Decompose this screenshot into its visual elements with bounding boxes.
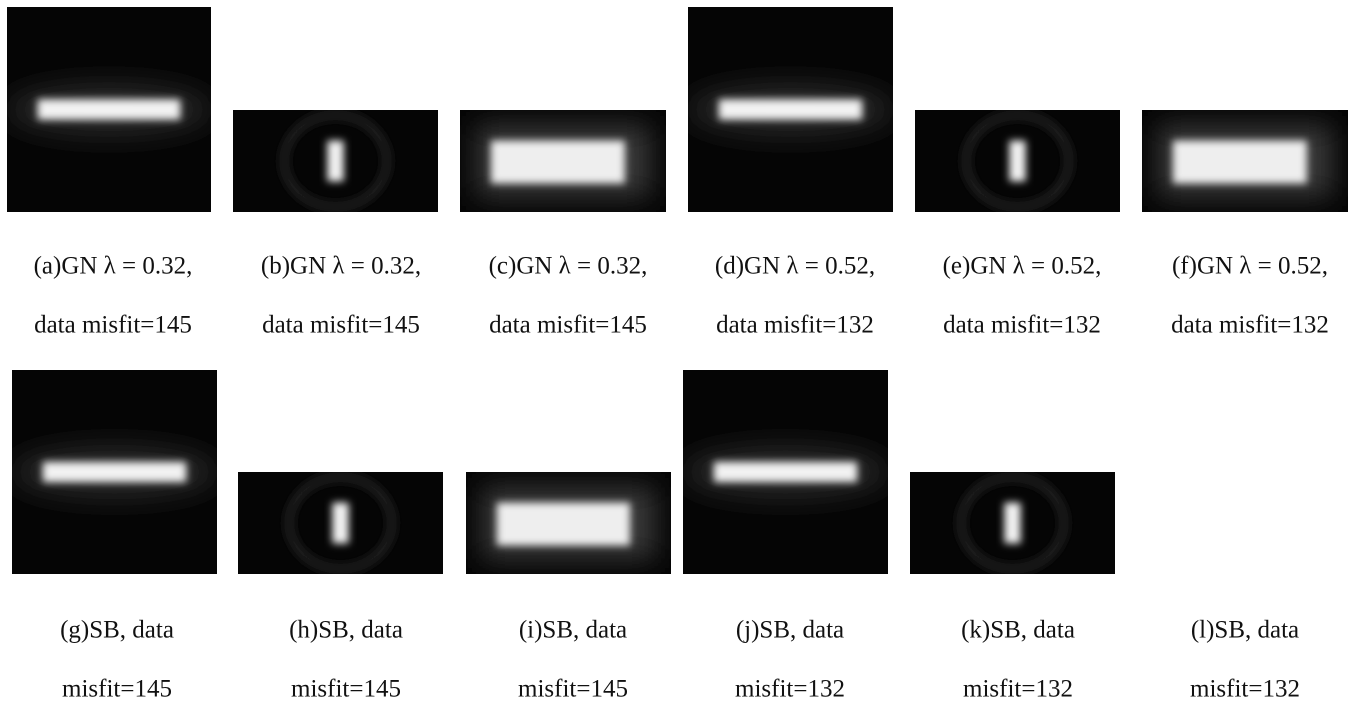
bright-bar bbox=[38, 99, 181, 120]
bright-bar bbox=[714, 462, 858, 482]
panel: (e)GN λ = 0.52, data misfit=132 bbox=[915, 110, 1120, 339]
caption-line: (k)SB, data bbox=[961, 617, 1075, 644]
panel-image bbox=[1142, 110, 1348, 212]
panel: (d)GN λ = 0.52, data misfit=132 bbox=[688, 7, 893, 339]
caption-line: (h)SB, data bbox=[289, 617, 403, 644]
bright-bar bbox=[332, 503, 348, 544]
panel: (b)GN λ = 0.32, data misfit=145 bbox=[233, 110, 438, 339]
panel-image bbox=[910, 472, 1115, 574]
bright-bar bbox=[327, 141, 343, 182]
caption-line: misfit=145 bbox=[518, 676, 628, 703]
panel-image bbox=[238, 472, 443, 574]
bright-bar bbox=[1004, 503, 1020, 544]
caption-line: data misfit=145 bbox=[489, 312, 647, 339]
bright-bar bbox=[1009, 141, 1025, 182]
panel-image bbox=[915, 110, 1120, 212]
panel: (c)GN λ = 0.32, data misfit=145 bbox=[460, 110, 666, 339]
panel: (i)SB, data misfit=145 bbox=[466, 472, 671, 703]
caption-line: misfit=145 bbox=[62, 676, 172, 703]
panel-image bbox=[683, 370, 888, 574]
caption-line: (f)GN λ = 0.52, bbox=[1172, 253, 1328, 280]
caption-line: (e)GN λ = 0.52, bbox=[943, 253, 1102, 280]
figure: (a)GN λ = 0.32,data misfit=145(b)GN λ = … bbox=[0, 0, 1365, 703]
bright-bar bbox=[43, 462, 187, 482]
caption-line: data misfit=145 bbox=[262, 312, 420, 339]
caption-line: data misfit=145 bbox=[34, 312, 192, 339]
panel: (k)SB, data misfit=132 bbox=[910, 472, 1115, 703]
panel: (g)SB, data misfit=145 bbox=[12, 370, 217, 703]
panel-image bbox=[466, 472, 671, 574]
caption-line: (g)SB, data bbox=[60, 617, 174, 644]
caption-line: (l)SB, data bbox=[1191, 617, 1299, 644]
panel-image bbox=[460, 110, 666, 212]
caption-line: (b)GN λ = 0.32, bbox=[261, 253, 421, 280]
caption-line: data misfit=132 bbox=[716, 312, 874, 339]
page: {"panels": [ {"line1": "(a)GN \u03bb = 0… bbox=[0, 0, 1365, 703]
caption-line: (j)SB, data bbox=[736, 617, 844, 644]
caption-line: misfit=132 bbox=[735, 676, 845, 703]
caption-line: misfit=145 bbox=[291, 676, 401, 703]
panel: (f)GN λ = 0.52, data misfit=132 bbox=[1142, 110, 1348, 339]
bright-bar bbox=[719, 99, 863, 120]
caption-line: data misfit=132 bbox=[943, 312, 1101, 339]
caption-line: (d)GN λ = 0.52, bbox=[715, 253, 875, 280]
panel-image bbox=[7, 7, 211, 212]
panel-image bbox=[12, 370, 217, 574]
caption-line: (c)GN λ = 0.32, bbox=[489, 253, 648, 280]
caption-line: misfit=132 bbox=[963, 676, 1073, 703]
caption-line: misfit=132 bbox=[1190, 676, 1300, 703]
panel-image bbox=[688, 7, 893, 212]
caption-line: data misfit=132 bbox=[1171, 312, 1329, 339]
caption-line: (a)GN λ = 0.32, bbox=[34, 253, 193, 280]
panel: (a)GN λ = 0.32, data misfit=145 bbox=[7, 7, 211, 339]
panel-image bbox=[233, 110, 438, 212]
bright-block bbox=[497, 503, 630, 546]
caption-line: (i)SB, data bbox=[519, 617, 627, 644]
bright-block bbox=[491, 141, 625, 184]
panel: (j)SB, data misfit=132 bbox=[683, 370, 888, 703]
panel: (h)SB, data misfit=145 bbox=[238, 472, 443, 703]
bright-block bbox=[1173, 141, 1307, 184]
panel: (l)SB, data misfit=132 bbox=[1190, 617, 1300, 703]
